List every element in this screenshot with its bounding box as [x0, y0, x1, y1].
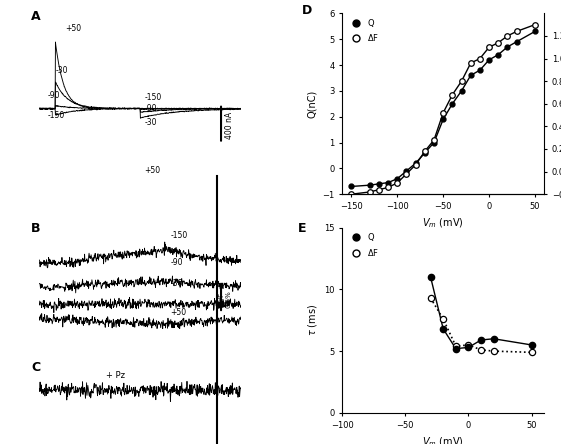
Text: B: B — [31, 222, 41, 235]
Text: -90: -90 — [144, 104, 157, 113]
Legend: Q, $\Delta$F: Q, $\Delta$F — [346, 17, 381, 45]
Text: +50: +50 — [144, 166, 160, 174]
Text: -150: -150 — [47, 111, 65, 120]
Text: + Pz: + Pz — [106, 371, 125, 380]
Text: E: E — [298, 222, 306, 235]
Text: A: A — [31, 10, 41, 23]
Legend: Q, $\Delta$F: Q, $\Delta$F — [346, 232, 381, 259]
Text: C: C — [31, 361, 40, 374]
Text: D: D — [302, 4, 312, 17]
Text: ΔF/F
0.5%: ΔF/F 0.5% — [219, 290, 232, 308]
Text: -30: -30 — [171, 279, 183, 288]
Text: -90: -90 — [47, 91, 60, 100]
Text: -90: -90 — [171, 258, 183, 267]
Y-axis label: Q(nC): Q(nC) — [307, 90, 317, 118]
X-axis label: $V_m$ (mV): $V_m$ (mV) — [422, 435, 464, 444]
Text: -150: -150 — [144, 93, 162, 102]
Text: 400 nA: 400 nA — [225, 112, 234, 139]
Text: +50: +50 — [171, 308, 187, 317]
Text: +50: +50 — [66, 24, 82, 33]
Text: -30: -30 — [144, 119, 157, 127]
X-axis label: $V_m$ (mV): $V_m$ (mV) — [422, 216, 464, 230]
Y-axis label: $\tau$ (ms): $\tau$ (ms) — [306, 304, 319, 337]
Text: -30: -30 — [56, 66, 68, 75]
Text: -150: -150 — [171, 231, 188, 240]
